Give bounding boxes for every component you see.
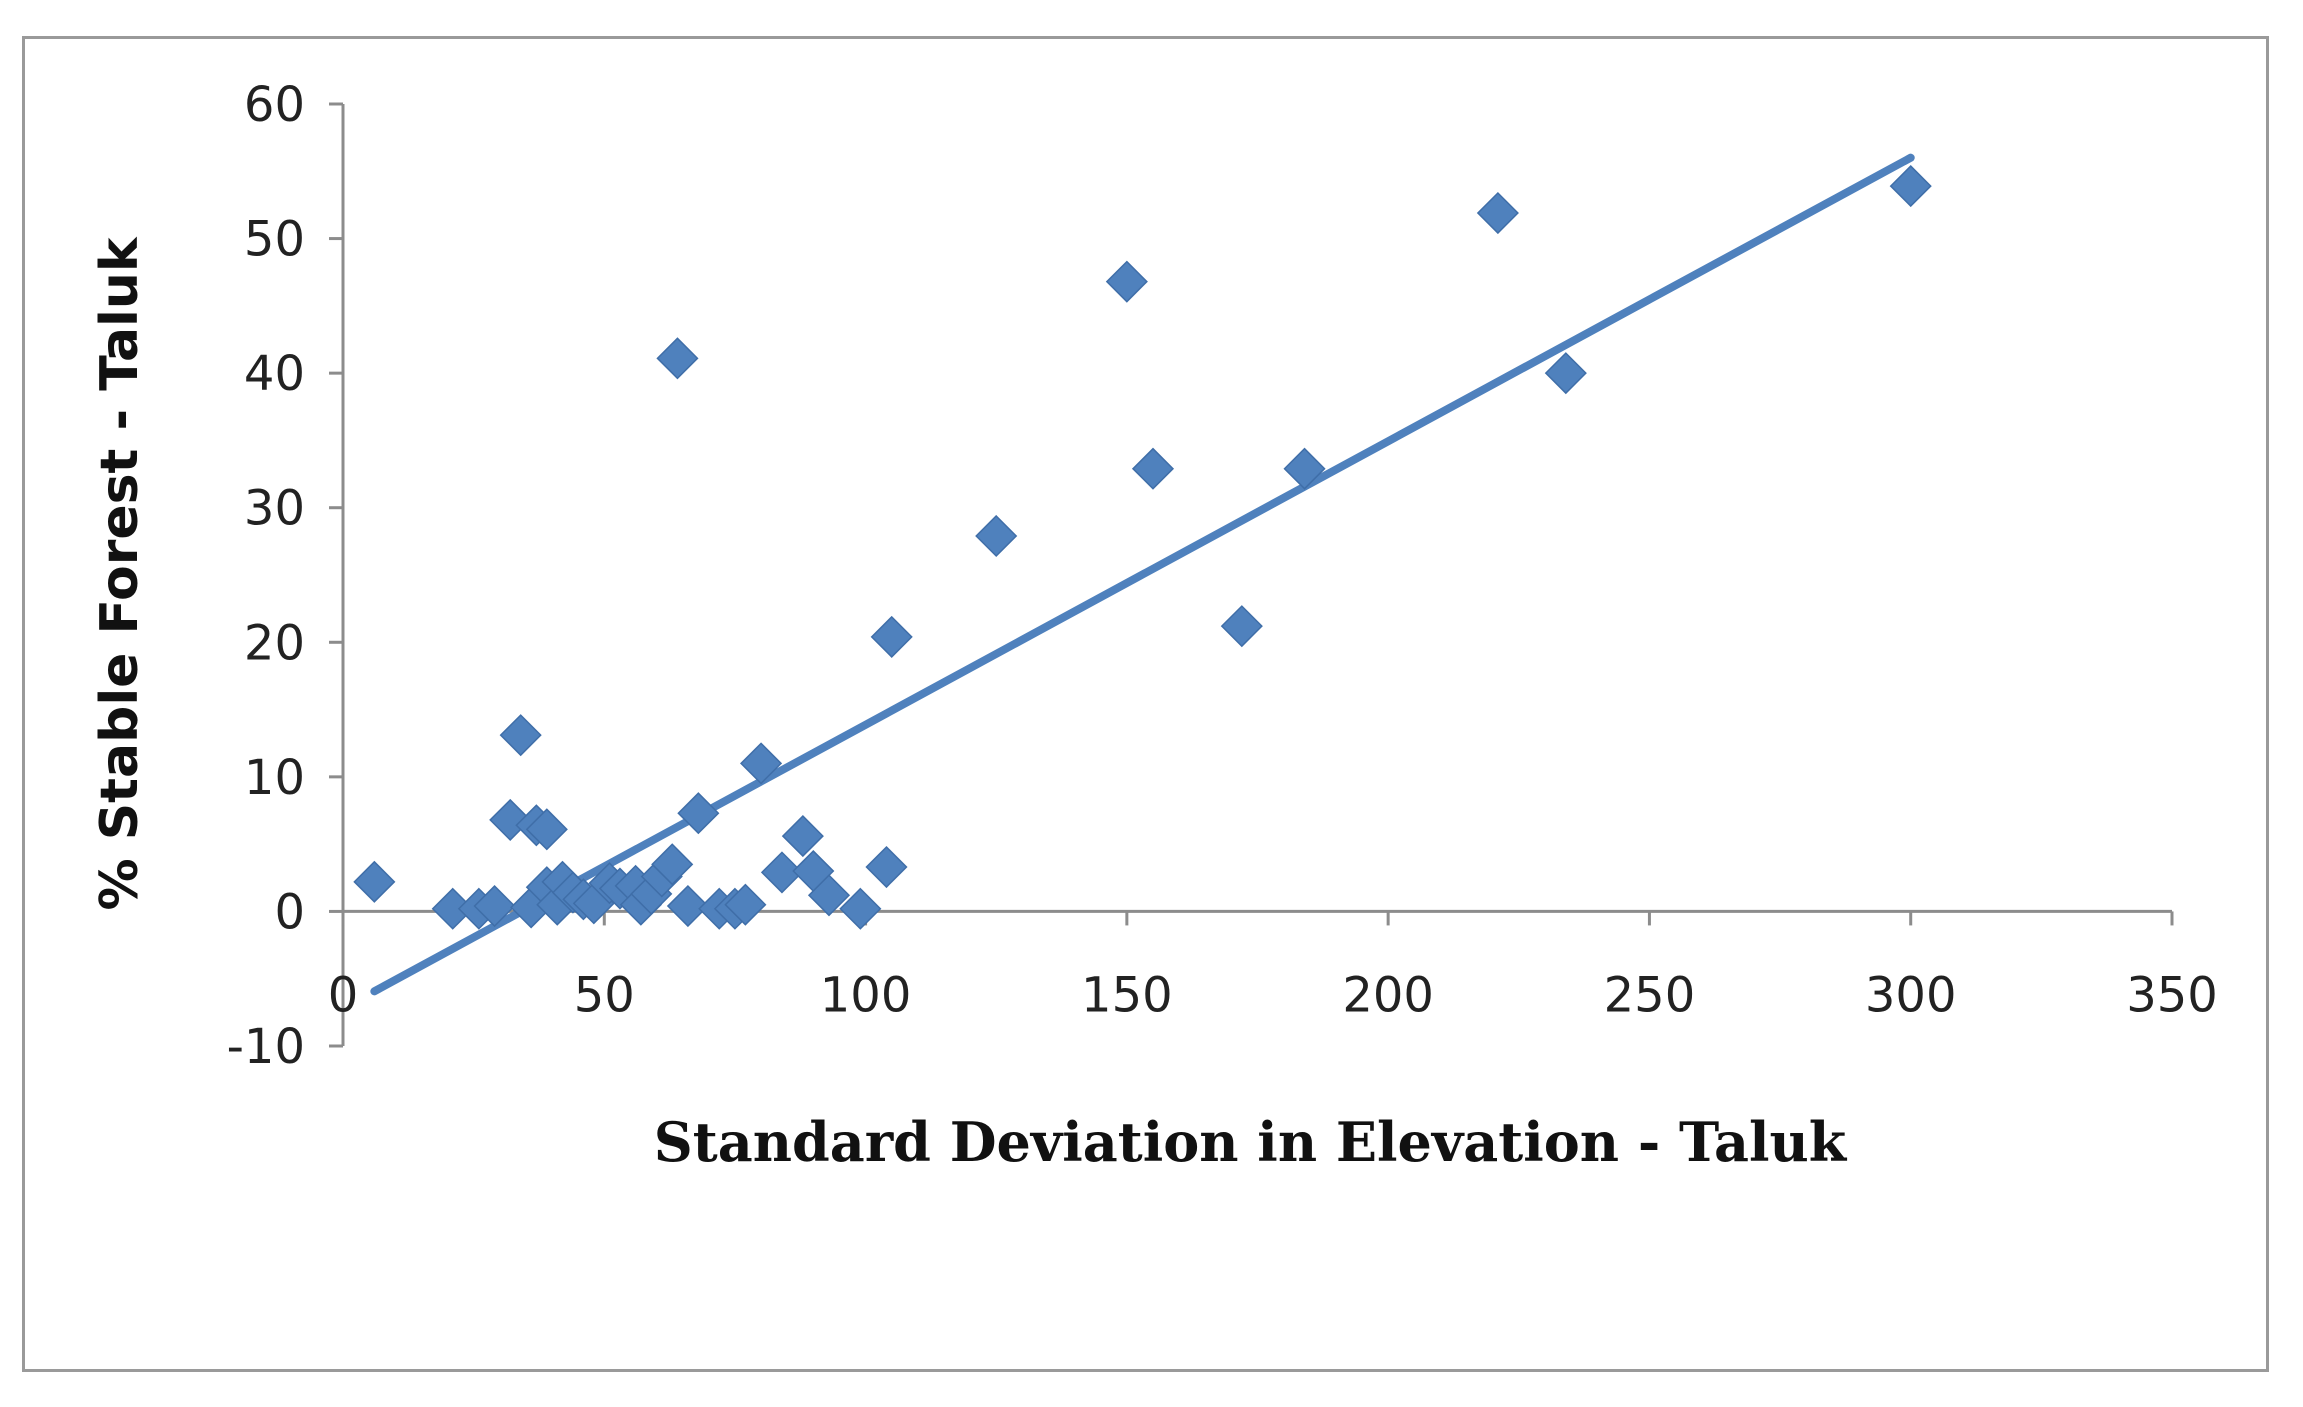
x-tick-label: 200 — [1342, 967, 1434, 1023]
data-point — [739, 742, 783, 785]
y-tick-label: 50 — [244, 212, 305, 268]
data-point — [353, 860, 396, 903]
data-point — [760, 851, 804, 894]
x-tick-label: 0 — [328, 967, 359, 1023]
data-point — [839, 887, 882, 930]
y-tick-label: 10 — [244, 750, 305, 806]
data-point — [870, 615, 913, 658]
data-point — [1476, 191, 1519, 235]
data-point — [724, 883, 767, 926]
data-point — [656, 337, 699, 380]
data-point — [1544, 352, 1587, 395]
data-point — [473, 884, 516, 928]
data-point — [1889, 165, 1932, 208]
y-tick-label: 0 — [274, 884, 305, 940]
data-point — [651, 843, 694, 886]
x-axis-ticks: 0 50 100 150 200 250 300 350 — [328, 911, 2218, 1023]
data-point — [975, 514, 1018, 558]
data-point — [525, 808, 568, 851]
data-points — [353, 165, 1932, 930]
x-tick-label: 300 — [1865, 967, 1957, 1023]
trendline — [370, 153, 1915, 996]
data-point — [666, 884, 709, 928]
data-point — [807, 874, 851, 917]
x-axis-title: Standard Deviation in Elevation - Taluk — [654, 1110, 1848, 1174]
data-point — [499, 714, 542, 757]
data-point — [1220, 605, 1263, 648]
data-point — [1105, 260, 1148, 303]
data-point — [781, 815, 824, 858]
x-tick-label: 350 — [2126, 967, 2218, 1023]
x-tick-label: 50 — [574, 967, 635, 1023]
chart-frame: 0 50 100 150 200 250 300 350 -10 0 10 20 30 40 50 60 S… — [22, 36, 2269, 1372]
data-point — [1283, 447, 1326, 490]
y-tick-label: 30 — [244, 481, 305, 537]
x-tick-label: 250 — [1604, 967, 1696, 1023]
y-tick-label: 60 — [244, 77, 305, 133]
y-tick-label: -10 — [227, 1019, 305, 1075]
data-point — [1131, 447, 1175, 490]
data-point — [865, 845, 908, 889]
x-tick-label: 150 — [1081, 967, 1173, 1023]
y-axis-title: % Stable Forest - Taluk — [90, 236, 150, 910]
y-axis-ticks: -10 0 10 20 30 40 50 60 — [227, 77, 343, 1075]
y-tick-label: 40 — [244, 346, 305, 402]
y-tick-label: 20 — [244, 615, 305, 671]
x-tick-label: 100 — [820, 967, 912, 1023]
scatter-chart: 0 50 100 150 200 250 300 350 -10 0 10 20 30 40 50 60 S… — [90, 77, 2218, 1174]
data-point — [677, 792, 720, 835]
